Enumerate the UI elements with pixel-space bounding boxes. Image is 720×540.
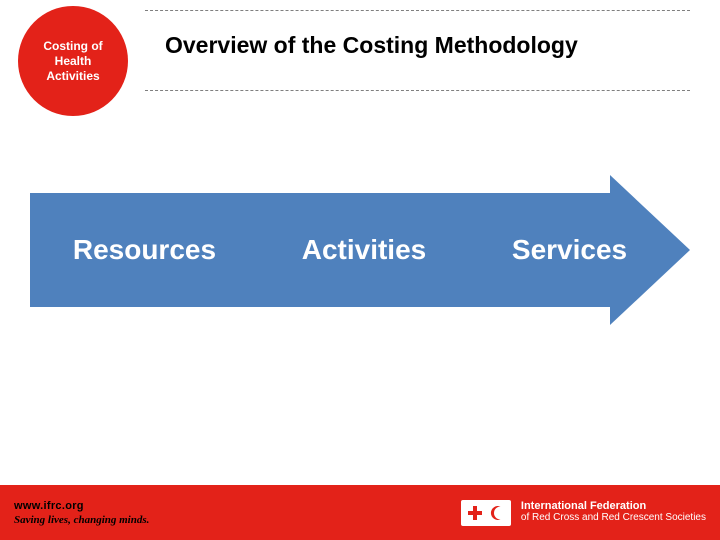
footer-right: International Federation of Red Cross an… [461, 500, 706, 526]
slide: Costing of Health Activities Overview of… [0, 0, 720, 540]
arrow-label-resources: Resources [73, 234, 216, 266]
footer-url: www.ifrc.org [14, 500, 149, 512]
flow-arrow: Resources Activities Services [30, 175, 700, 325]
page-title: Overview of the Costing Methodology [165, 32, 695, 59]
divider-top [145, 10, 690, 11]
red-crescent-icon [487, 503, 507, 523]
ifrc-emblems [461, 500, 511, 526]
red-cross-icon [465, 503, 485, 523]
arrow-label-services: Services [512, 234, 627, 266]
footer-tagline: Saving lives, changing minds. [14, 514, 149, 526]
topic-badge: Costing of Health Activities [18, 6, 128, 116]
arrow-labels: Resources Activities Services [30, 193, 670, 307]
footer-left: www.ifrc.org Saving lives, changing mind… [14, 500, 149, 526]
arrow-label-activities: Activities [302, 234, 427, 266]
ifrc-name-line2: of Red Cross and Red Crescent Societies [521, 513, 706, 524]
footer-bar: www.ifrc.org Saving lives, changing mind… [0, 485, 720, 540]
ifrc-name: International Federation of Red Cross an… [521, 501, 706, 523]
divider-bottom [145, 90, 690, 91]
